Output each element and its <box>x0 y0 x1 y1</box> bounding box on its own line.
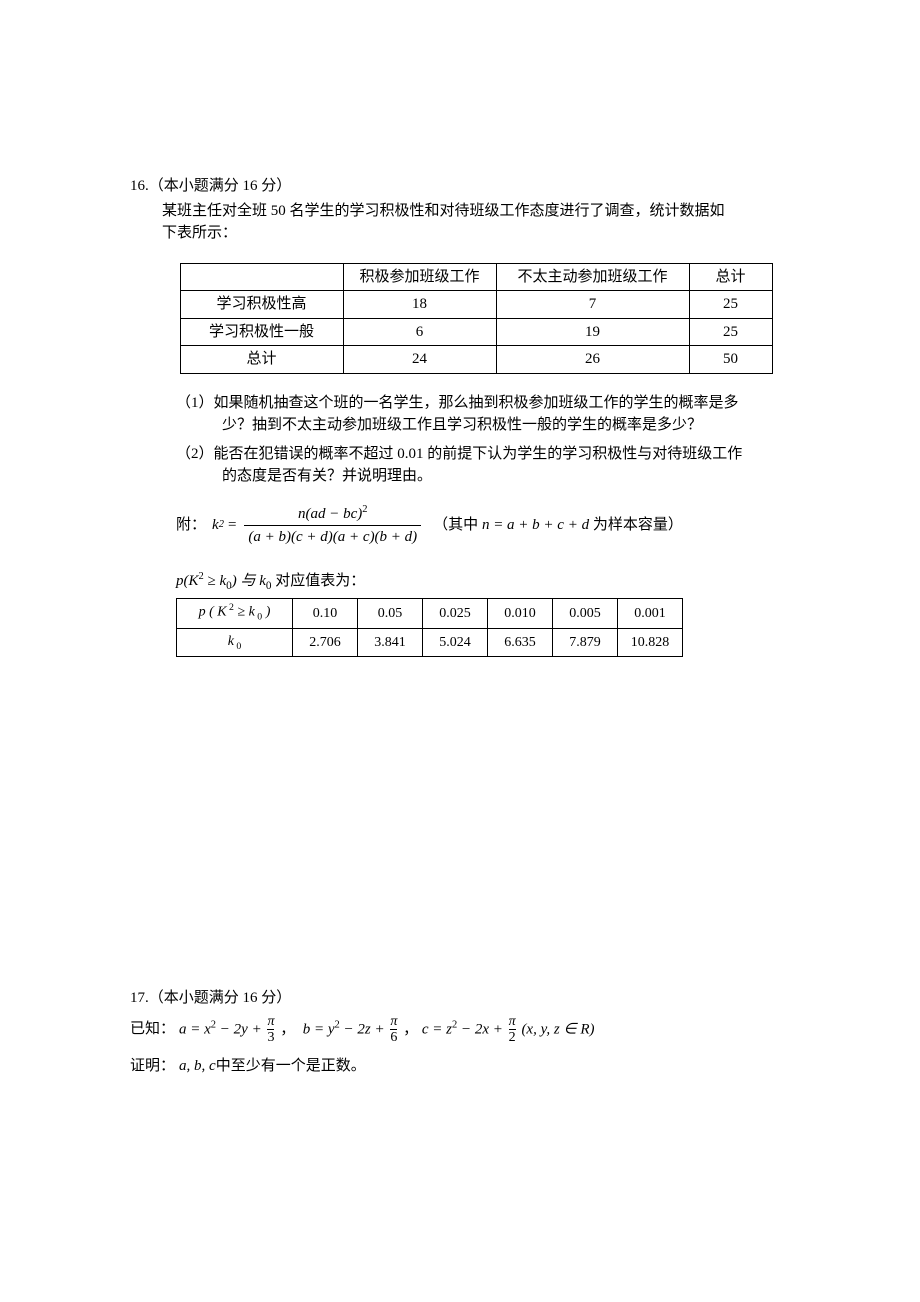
q17-abc: a, b, c <box>179 1055 216 1078</box>
table-header-row: 积极参加班级工作 不太主动参加班级工作 总计 <box>180 263 772 291</box>
q17-prefix: 已知： <box>130 1018 175 1041</box>
ptable-caption: p(K2 ≥ k0) 与 k0 对应值表为： <box>176 569 790 595</box>
q16-sub2b: 的态度是否有关？并说明理由。 <box>222 465 790 488</box>
th-active: 积极参加班级工作 <box>343 263 496 291</box>
formula-prefix: 附： <box>176 514 206 537</box>
formula-note: （其中 n = a + b + c + d 为样本容量） <box>433 514 683 537</box>
ptable-row-p: p ( K 2 ≥ k 0 ) 0.10 0.05 0.025 0.010 0.… <box>177 599 683 628</box>
q17-header: 17.（本小题满分 16 分） <box>130 987 790 1010</box>
q16-intro-2: 下表所示： <box>162 222 790 245</box>
th-total: 总计 <box>689 263 772 291</box>
ptable-row-k: k 0 2.706 3.841 5.024 6.635 7.879 10.828 <box>177 628 683 656</box>
q16-header: 16.（本小题满分 16 分） <box>130 175 790 198</box>
formula-fraction: n(ad − bc)2 (a + b)(c + d)(a + c)(b + d) <box>244 502 421 549</box>
q17-proof: 证明： a, b, c 中至少有一个是正数。 <box>130 1055 790 1078</box>
question-17: 17.（本小题满分 16 分） 已知： a = x2 − 2y + π3 ， b… <box>130 987 790 1078</box>
formula-lhs: k <box>212 514 219 537</box>
ptable-label-k: k 0 <box>177 628 293 656</box>
q16-sub1a: （1）如果随机抽查这个班的一名学生，那么抽到积极参加班级工作的学生的概率是多 <box>222 392 790 415</box>
question-16: 16.（本小题满分 16 分） 某班主任对全班 50 名学生的学习积极性和对待班… <box>130 175 790 657</box>
q17-proof-tail: 中至少有一个是正数。 <box>216 1055 366 1078</box>
q17-proof-label: 证明： <box>130 1055 175 1078</box>
q17-given: 已知： a = x2 − 2y + π3 ， b = y2 − 2z + π6 … <box>130 1014 790 1046</box>
th-inactive: 不太主动参加班级工作 <box>496 263 689 291</box>
table-row: 学习积极性高 18 7 25 <box>180 291 772 319</box>
th-blank <box>180 263 343 291</box>
q16-data-table: 积极参加班级工作 不太主动参加班级工作 总计 学习积极性高 18 7 25 学习… <box>180 263 773 374</box>
table-row: 总计 24 26 50 <box>180 346 772 374</box>
table-row: 学习积极性一般 6 19 25 <box>180 318 772 346</box>
q16-intro-1: 某班主任对全班 50 名学生的学习积极性和对待班级工作态度进行了调查，统计数据如 <box>162 200 790 223</box>
q16-sub2a: （2）能否在犯错误的概率不超过 0.01 的前提下认为学生的学习积极性与对待班级… <box>222 443 790 466</box>
ptable-label-p: p ( K 2 ≥ k 0 ) <box>177 599 293 628</box>
q16-p-table: p ( K 2 ≥ k 0 ) 0.10 0.05 0.025 0.010 0.… <box>176 598 683 657</box>
q16-formula: 附： k2 = n(ad − bc)2 (a + b)(c + d)(a + c… <box>176 502 790 549</box>
q16-sub1b: 少？抽到不太主动参加班级工作且学习积极性一般的学生的概率是多少？ <box>222 414 790 437</box>
